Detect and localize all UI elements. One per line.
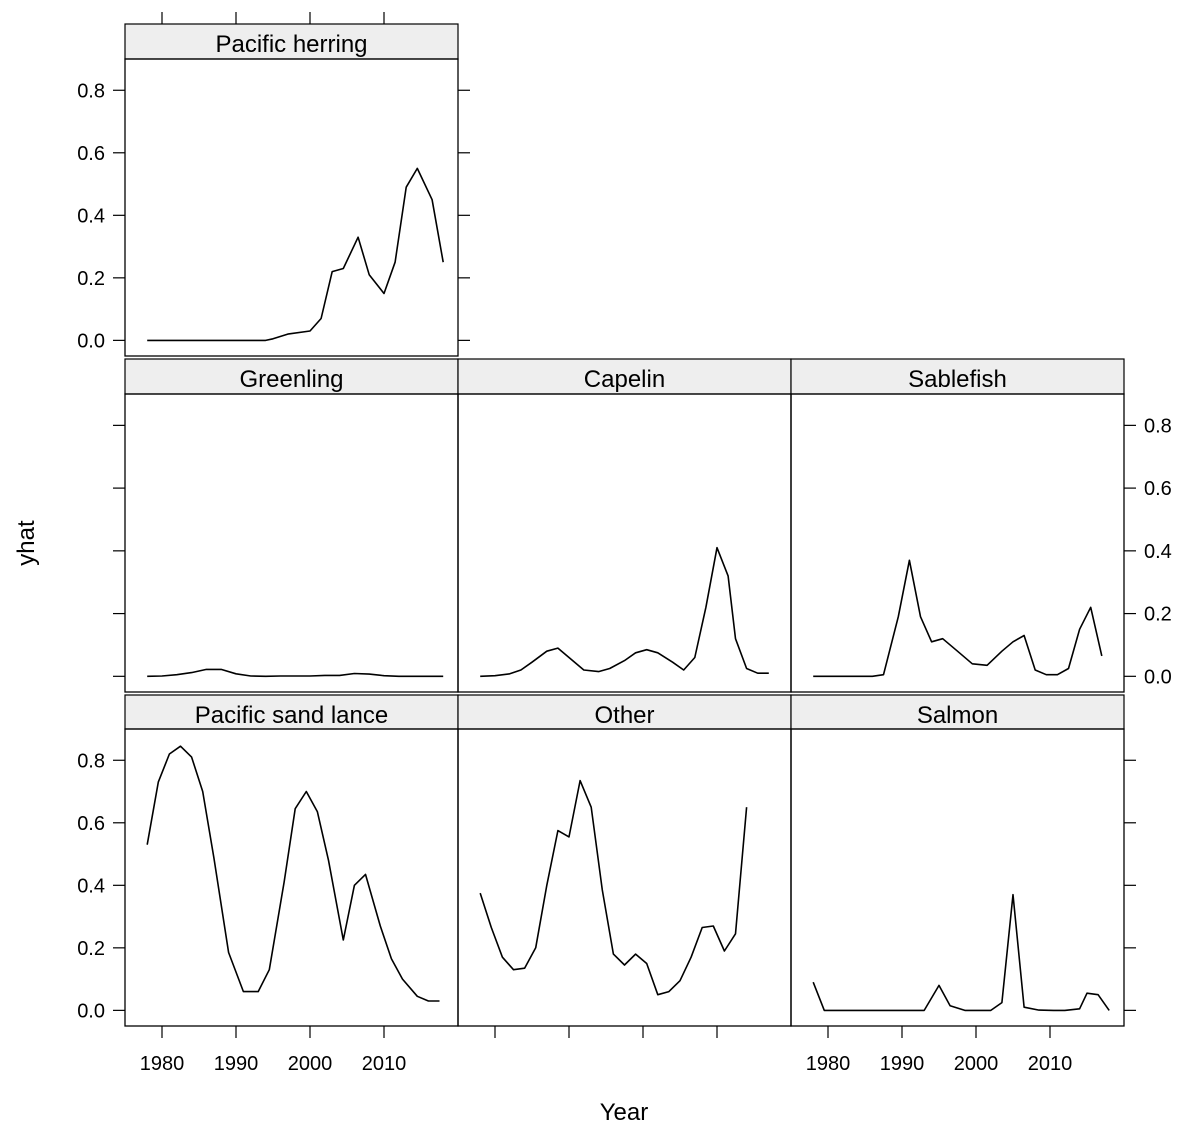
y-tick-label: 0.4 [1144,541,1172,563]
y-tick-label: 0.0 [77,330,105,352]
y-tick-label: 0.8 [77,750,105,772]
y-tick-label: 0.6 [1144,478,1172,500]
series-line [813,559,1103,678]
panel-frame [790,393,1125,693]
panel-frame [124,393,459,693]
panel-capelin: Capelin [457,358,792,693]
panel-strip [457,358,792,395]
y-tick-label: 0.2 [1144,604,1172,626]
panel-frame [124,58,459,357]
y-tick-label: 0.8 [77,80,105,102]
y-tick-label: 0.6 [77,143,105,165]
panel-title: Sablefish [908,366,1007,393]
y-tick-label: 0.6 [77,813,105,835]
panel-strip [790,358,1125,395]
panel-title: Other [594,702,654,729]
x-tick-label: 2000 [954,1053,999,1075]
panel-other: Other [457,694,792,1038]
panel-pacific-sand-lance: Pacific sand lance 0.0 0.2 0.4 0.6 0.8 1980 199… [77,694,459,1075]
panel-title: Greenling [239,366,343,393]
series-line [146,745,440,1002]
panel-title: Capelin [584,366,665,393]
series-line [479,779,748,996]
panel-greenling: Greenling [113,358,459,693]
y-tick-label: 0.0 [1144,666,1172,688]
panel-title: Salmon [917,702,998,729]
y-tick-label: 0.2 [77,938,105,960]
panel-frame [457,393,792,693]
panel-frame [790,728,1125,1027]
panel-title: Pacific sand lance [195,702,388,729]
panel-title: Pacific herring [215,31,367,58]
x-tick-label: 2010 [1028,1053,1073,1075]
x-tick-label: 2010 [362,1053,407,1075]
x-tick-label: 1980 [140,1053,185,1075]
panel-strip [124,23,459,60]
series-line [147,668,444,678]
y-tick-label: 0.4 [77,875,105,897]
x-tick-label: 1990 [880,1053,925,1075]
y-tick-label: 0.8 [1144,415,1172,437]
panels-group: Pacific herring 0.0 0.2 0.4 0.6 0.8 Greenling C… [77,12,1172,1075]
y-tick-label: 0.2 [77,268,105,290]
x-axis-title: Year [600,1099,649,1126]
x-tick-label: 1980 [806,1053,851,1075]
x-tick-label: 2000 [288,1053,333,1075]
x-tick-label: 1990 [214,1053,259,1075]
panel-sablefish: Sablefish 0.0 0.2 0.4 0.6 0.8 [790,358,1172,693]
panel-frame [124,728,459,1027]
y-tick-label: 0.0 [77,1000,105,1022]
panel-pacific-herring: Pacific herring 0.0 0.2 0.4 0.6 0.8 [77,12,470,357]
y-axis-title: yhat [13,520,40,566]
series-line [147,167,444,342]
panel-strip [790,694,1125,730]
y-tick-label: 0.4 [77,205,105,227]
series-line [480,546,769,678]
panel-salmon: Salmon 1980 1990 2000 2010 [790,694,1136,1075]
series-line [812,893,1110,1012]
